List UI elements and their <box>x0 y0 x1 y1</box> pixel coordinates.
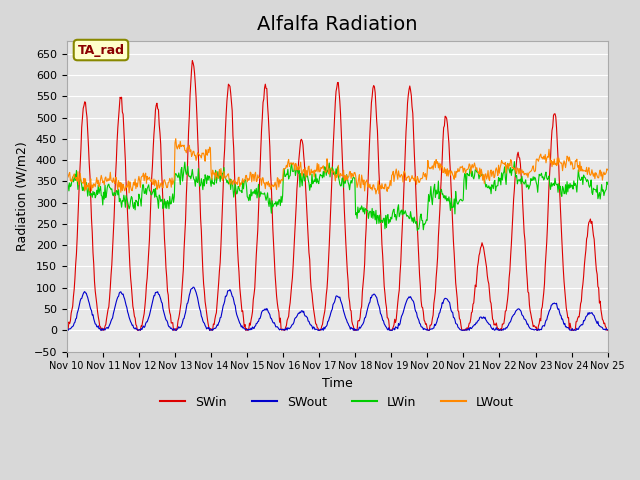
Line: SWout: SWout <box>67 287 608 330</box>
SWout <box>420 325 428 331</box>
SWout <box>213 322 221 328</box>
LWin <box>604 181 612 187</box>
LWout <box>420 171 428 177</box>
Line: LWin: LWin <box>67 162 608 230</box>
SWin <box>420 317 428 323</box>
SWin <box>74 235 81 240</box>
Text: TA_rad: TA_rad <box>77 44 124 57</box>
LWin <box>511 159 518 165</box>
LWin <box>413 228 421 233</box>
SWin <box>188 58 196 63</box>
LWout <box>184 144 191 150</box>
SWout <box>604 327 612 333</box>
LWin <box>72 168 80 173</box>
SWin <box>63 327 71 333</box>
SWout <box>129 322 137 328</box>
LWout <box>372 191 380 197</box>
SWin <box>184 151 191 156</box>
X-axis label: Time: Time <box>322 377 353 390</box>
LWout <box>212 168 220 174</box>
SWin <box>604 327 612 333</box>
LWin <box>403 214 411 219</box>
LWout <box>72 175 80 180</box>
SWout <box>190 284 198 290</box>
SWin <box>213 300 221 306</box>
SWin <box>129 303 137 309</box>
SWout <box>63 327 70 333</box>
SWout <box>184 300 191 306</box>
LWout <box>172 136 180 142</box>
LWout <box>63 180 70 186</box>
Title: Alfalfa Radiation: Alfalfa Radiation <box>257 15 417 34</box>
Line: LWout: LWout <box>67 139 608 194</box>
LWin <box>212 168 220 173</box>
Line: SWin: SWin <box>67 60 608 330</box>
Y-axis label: Radiation (W/m2): Radiation (W/m2) <box>15 142 28 251</box>
SWout <box>404 295 412 301</box>
LWin <box>128 195 136 201</box>
SWout <box>74 311 81 316</box>
LWin <box>63 182 70 188</box>
LWout <box>404 173 412 179</box>
LWout <box>604 167 612 173</box>
SWin <box>63 326 70 332</box>
SWin <box>404 92 412 98</box>
LWin <box>419 227 427 233</box>
LWout <box>128 188 136 193</box>
LWin <box>183 169 191 175</box>
SWout <box>63 327 71 333</box>
Legend: SWin, SWout, LWin, LWout: SWin, SWout, LWin, LWout <box>156 391 519 414</box>
